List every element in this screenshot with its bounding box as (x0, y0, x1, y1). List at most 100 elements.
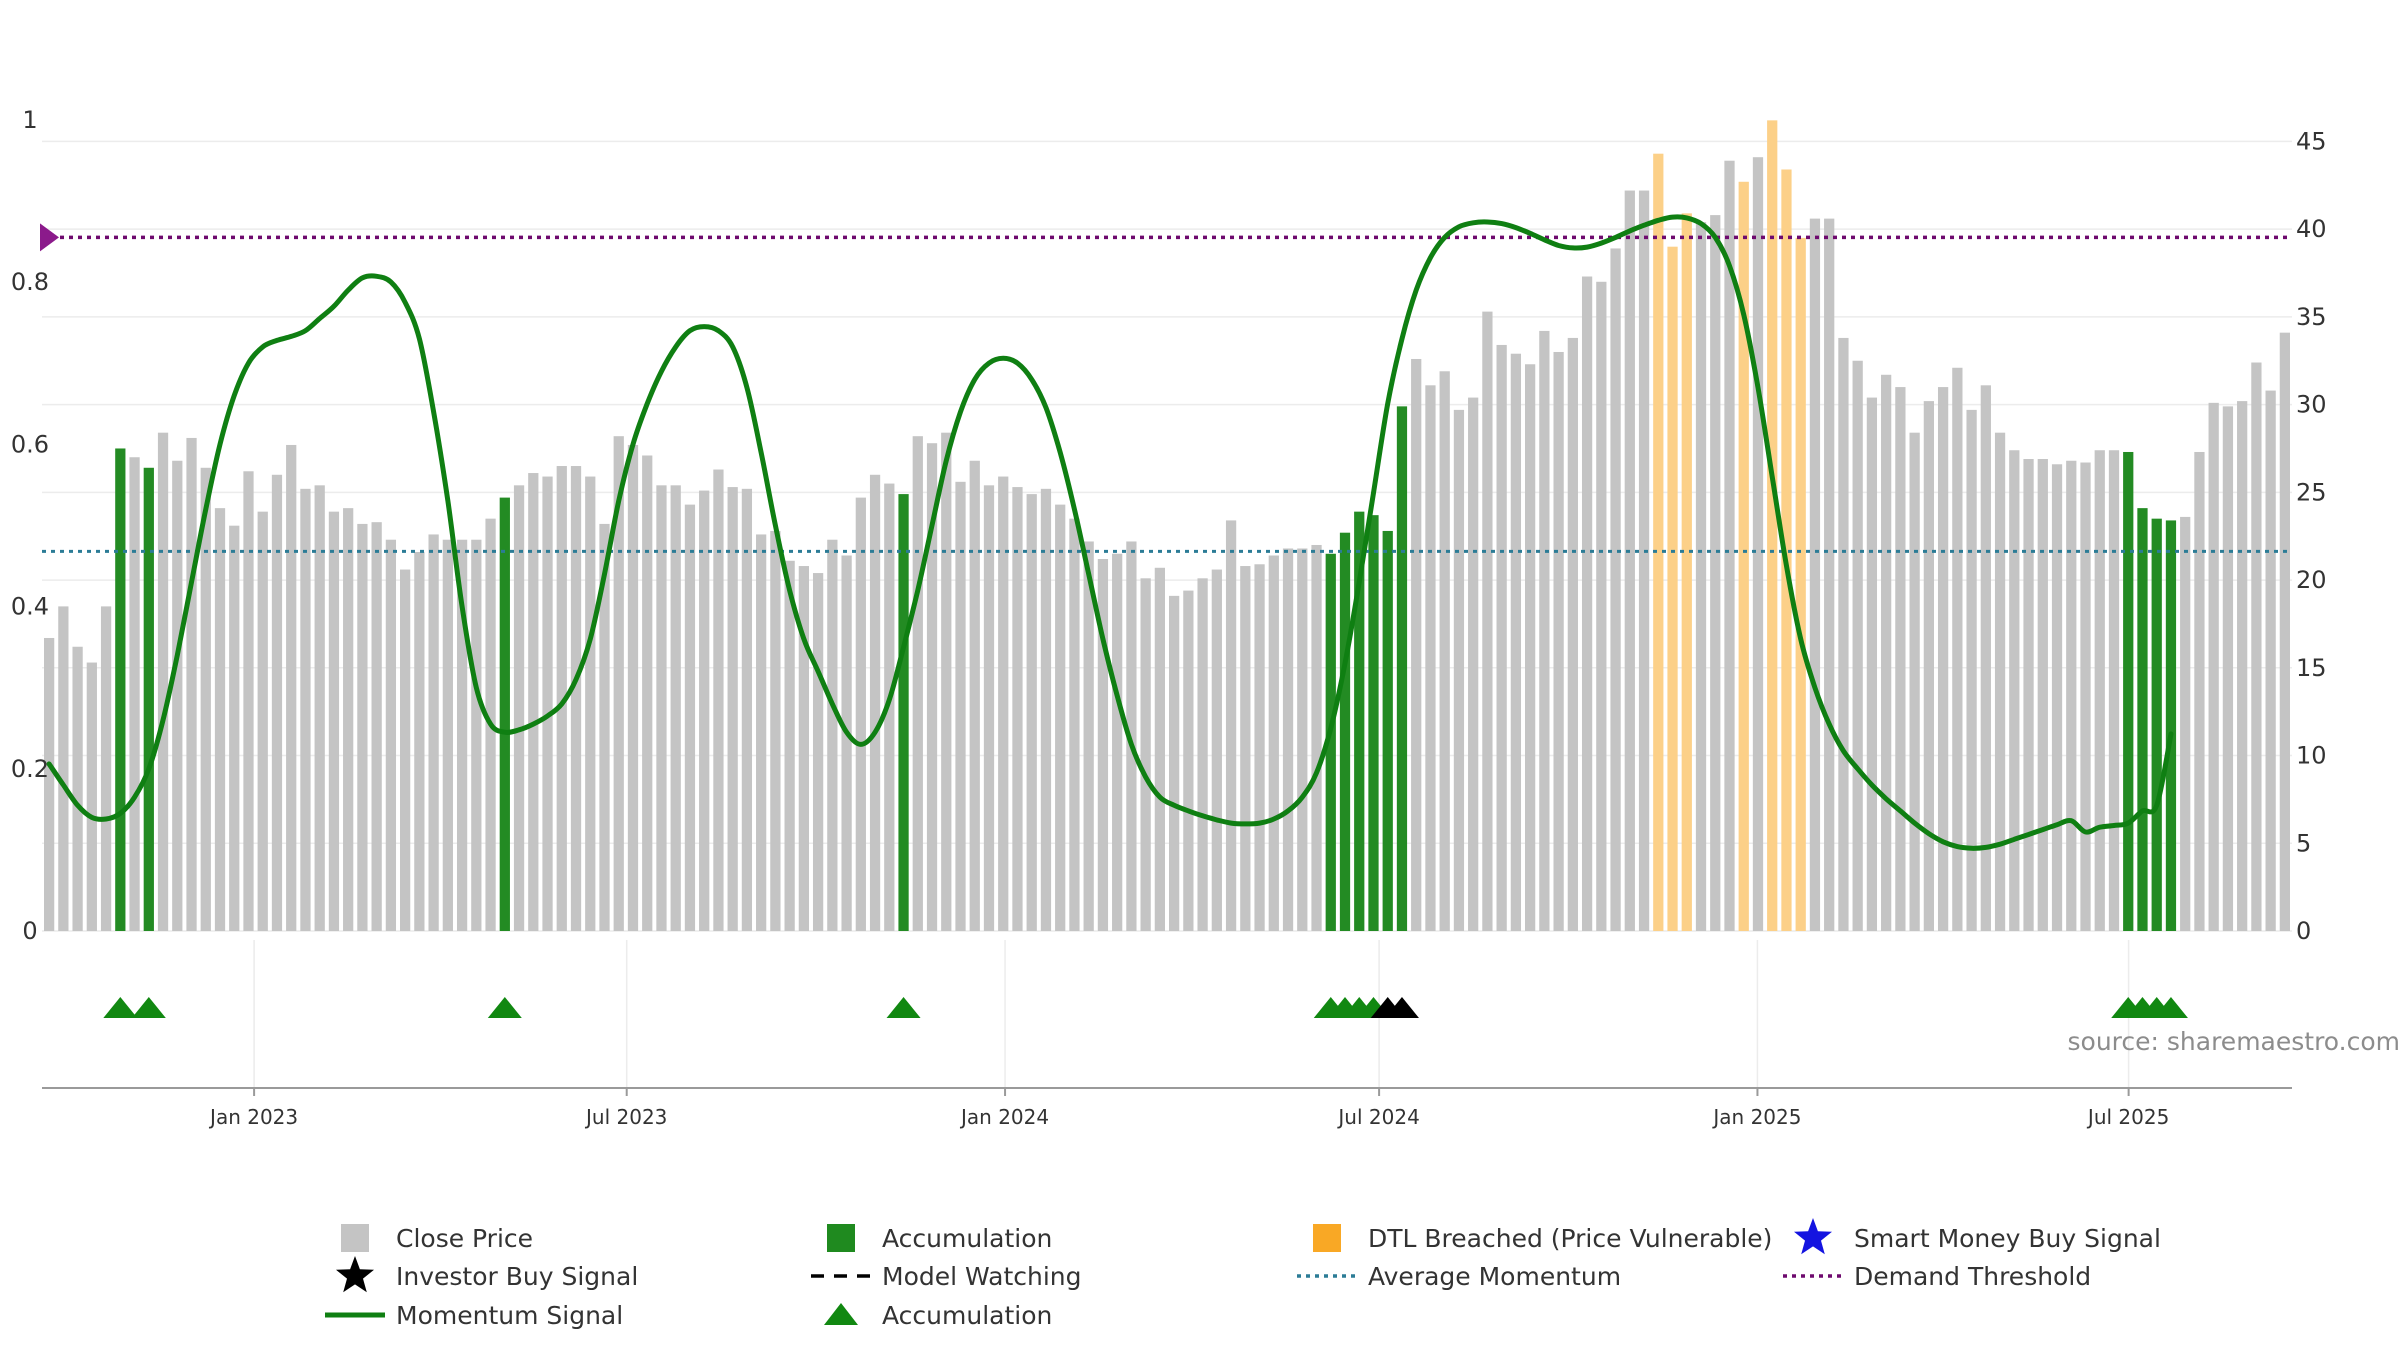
close-price-bar (1097, 559, 1109, 931)
left-axis-tick-label: 0.4 (11, 593, 49, 621)
legend-label-model_watching: Model Watching (882, 1262, 1082, 1291)
accumulation-marker (2153, 997, 2188, 1018)
close-price-bar (1197, 578, 1208, 931)
close-price-bar (1553, 351, 1564, 931)
close-price-bar (585, 476, 596, 931)
legend-label-momentum_signal: Momentum Signal (396, 1301, 623, 1330)
close-price-bar (1268, 555, 1279, 931)
close-price-bar (100, 606, 112, 931)
accumulation-marker (131, 997, 166, 1018)
close-price-bar (186, 437, 197, 931)
close-price-bar (1937, 387, 1949, 931)
legend-label-accumulation_triangle: Accumulation (882, 1301, 1052, 1330)
close-price-bar (1411, 358, 1422, 931)
x-axis-tick-label: Jan 2024 (959, 1105, 1049, 1129)
close-price-bar (1596, 281, 1607, 931)
close-price-bar (1881, 374, 1892, 931)
close-price-bar (542, 476, 553, 931)
close-price-bar (1695, 222, 1707, 931)
accumulation-bar (1339, 532, 1351, 931)
close-price-bar (271, 474, 283, 931)
close-price-bar (400, 569, 411, 931)
close-price-bar (1026, 494, 1037, 931)
close-price-bar (1909, 432, 1920, 931)
close-price-bar (1581, 276, 1593, 931)
close-price-bar (670, 485, 681, 931)
close-price-bar (613, 436, 624, 931)
close-price-bar (798, 566, 809, 931)
close-price-bar (1112, 553, 1123, 931)
close-price-bar (428, 534, 439, 931)
close-price-bar (2108, 450, 2120, 931)
close-price-bar (2251, 362, 2262, 931)
close-price-bar (869, 474, 881, 931)
close-price-bar (1069, 518, 1080, 931)
close-price-bar (1453, 409, 1465, 931)
x-axis-tick-label: Jul 2025 (2086, 1105, 2169, 1129)
right-axis-tick-label: 5 (2296, 829, 2311, 857)
close-price-bar (72, 646, 83, 931)
close-price-bar (699, 490, 710, 931)
close-price-bar (1083, 541, 1094, 931)
momentum-line (46, 214, 2174, 851)
dtl-breached-bar (1738, 181, 1749, 932)
close-price-bar (684, 504, 696, 931)
right-axis-tick-label: 30 (2296, 391, 2327, 419)
close-price-bar (314, 485, 325, 931)
close-price-bar (1282, 548, 1294, 931)
close-price-bar (1439, 371, 1450, 931)
reference-lines (40, 223, 2292, 553)
close-price-bar (328, 511, 340, 931)
close-price-bar (1866, 397, 1878, 931)
close-price-bar (1012, 487, 1023, 931)
close-price-bar (1752, 157, 1764, 932)
close-price-bar (2208, 402, 2219, 931)
close-price-bar (1610, 248, 1621, 931)
right-axis-tick-label: 10 (2296, 742, 2327, 770)
x-axis: Jan 2023 Jul 2023 Jan 2024 Jul 2024 Jan 2025… (42, 1087, 2292, 1129)
dtl-breached-bar (1681, 213, 1692, 931)
close-price-bar (2279, 332, 2291, 931)
right-axis-tick-label: 0 (2296, 917, 2311, 945)
right-axis-tick-label: 35 (2296, 303, 2327, 331)
close-price-bar (385, 539, 397, 931)
close-price-bar (570, 466, 582, 931)
close-price-bar (343, 508, 354, 931)
dtl-breached-bar (1781, 169, 1792, 932)
legend-label-investor_buy: Investor Buy Signal (396, 1262, 638, 1291)
investor-buy-marker (1384, 997, 1419, 1018)
legend-swatch-accumulation (827, 1224, 855, 1252)
accumulation-bar (1325, 553, 1336, 931)
close-price-bar (1895, 387, 1906, 931)
close-price-bar (599, 523, 610, 931)
close-price-bar (1211, 569, 1222, 931)
close-price-bar (2009, 450, 2020, 931)
accumulation-bar (1396, 406, 1408, 931)
close-price-bar (955, 481, 966, 931)
close-price-bar (2237, 401, 2248, 931)
accumulation-bar (143, 467, 154, 931)
close-price-bar (442, 539, 453, 931)
close-price-bar (941, 432, 952, 931)
left-axis-tick-label: 0.6 (11, 430, 49, 458)
right-axis-tick-label: 40 (2296, 215, 2327, 243)
close-price-bar (812, 573, 824, 931)
close-price-bar (1040, 488, 1052, 931)
accumulation-bar (2137, 508, 2148, 931)
close-price-bar (414, 551, 425, 931)
accumulation-bar (2165, 520, 2177, 931)
legend-swatch-investor_buy (336, 1256, 374, 1293)
momentum-signal-line (46, 214, 2174, 851)
legend-label-smart_money: Smart Money Buy Signal (1854, 1224, 2161, 1253)
close-price-bar (2037, 459, 2048, 931)
legend: Close Price Accumulation DTL Breached (Pri… (325, 1218, 2161, 1330)
close-price-bar (2094, 450, 2105, 931)
close-price-bar (841, 555, 852, 931)
close-price-bar (1624, 190, 1635, 932)
close-price-bar (1539, 330, 1550, 931)
close-price-bar (1496, 344, 1507, 931)
left-axis-tick-label: 0.2 (11, 755, 49, 783)
close-price-bar (1140, 578, 1151, 931)
source-label: source: sharemaestro.com (2068, 1027, 2400, 1056)
